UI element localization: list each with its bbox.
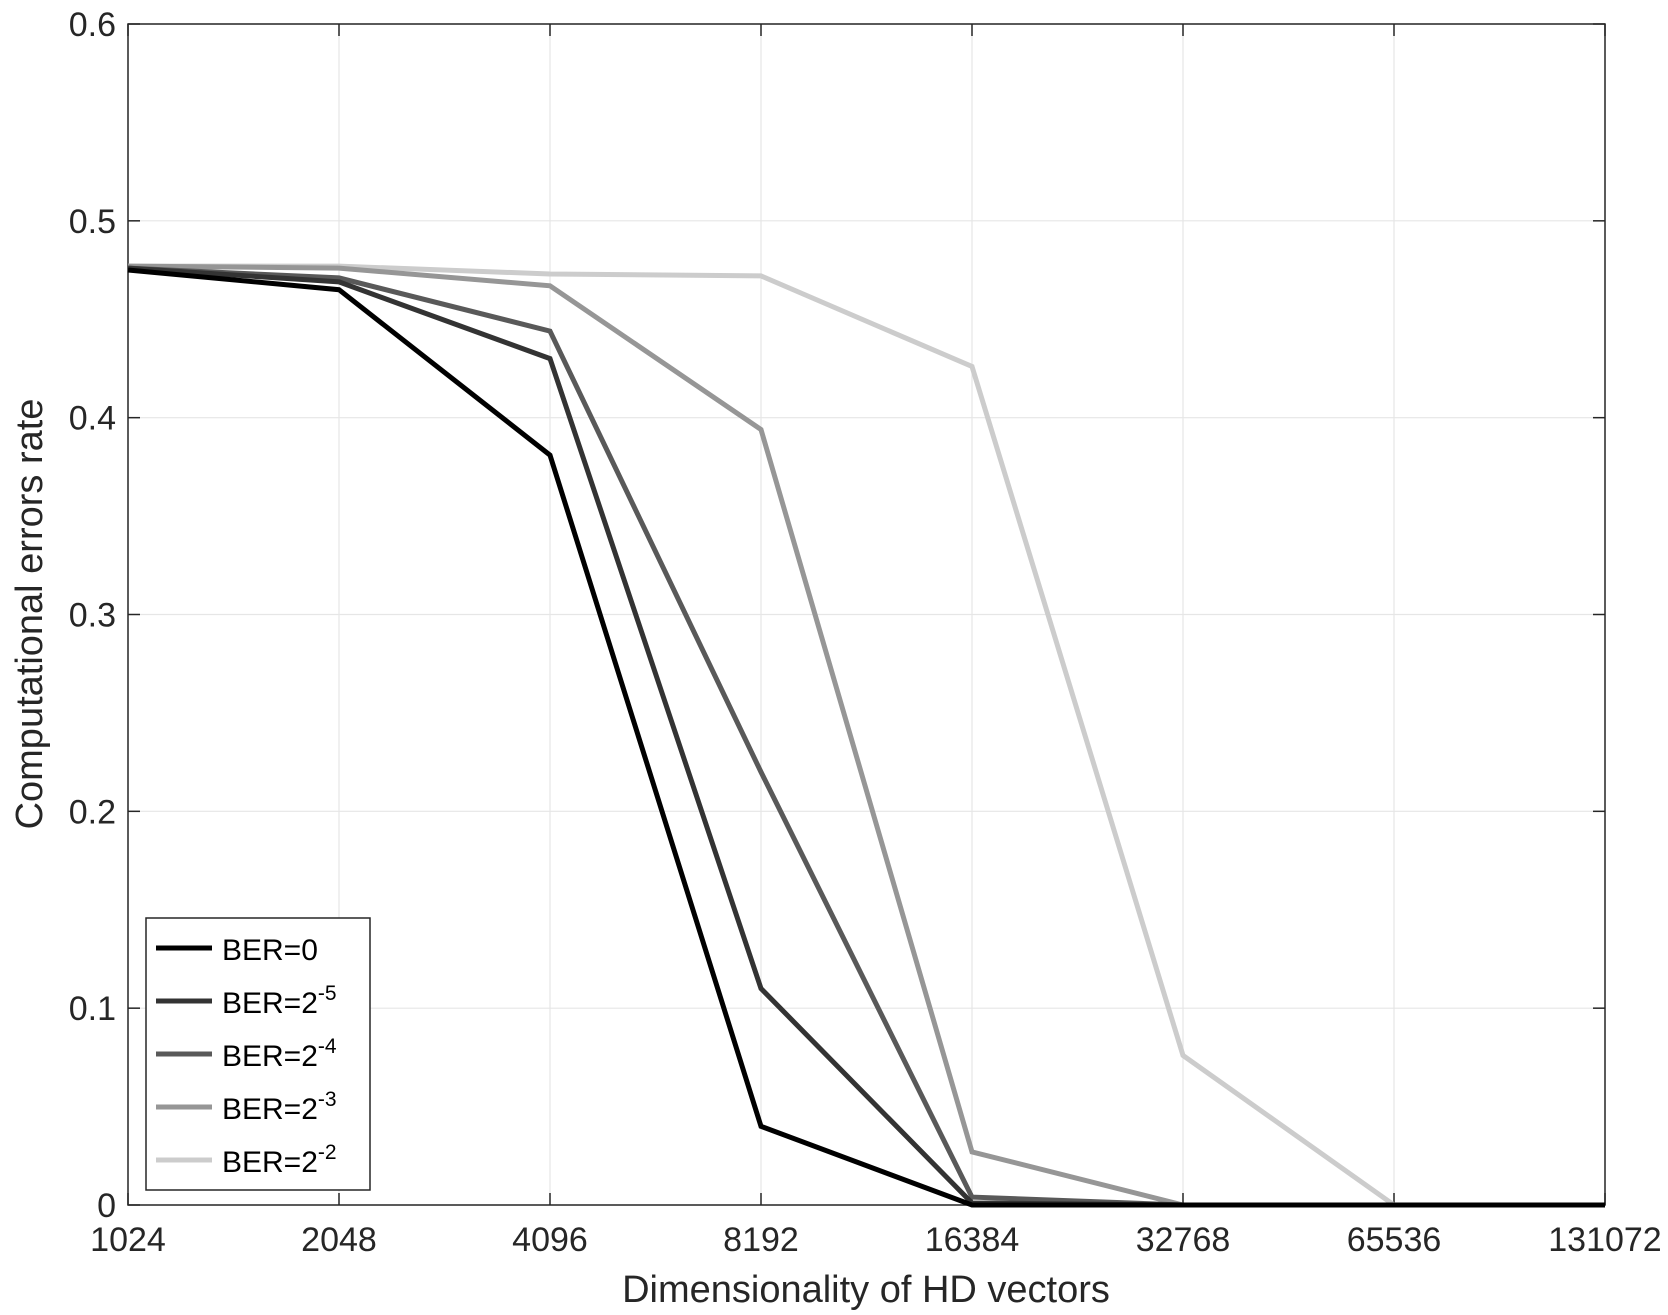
x-tick-label: 65536	[1347, 1221, 1442, 1259]
x-tick-label: 131072	[1548, 1221, 1661, 1259]
legend-label: BER=2-4	[222, 1035, 337, 1073]
legend-label-exponent: -3	[318, 1088, 337, 1111]
legend-label-base: BER=2	[222, 1093, 318, 1126]
x-tick-label: 1024	[90, 1221, 166, 1259]
y-tick-label: 0	[97, 1187, 116, 1225]
legend-label: BER=2-3	[222, 1088, 337, 1126]
y-tick-label: 0.1	[69, 990, 116, 1028]
x-tick-label: 32768	[1136, 1221, 1231, 1259]
legend-label-base: BER=2	[222, 1146, 318, 1179]
x-axis-label: Dimensionality of HD vectors	[622, 1269, 1110, 1311]
x-tick-label: 16384	[925, 1221, 1020, 1259]
legend-label: BER=0	[222, 934, 318, 967]
legend-label: BER=2-5	[222, 982, 337, 1020]
x-tick-label: 8192	[723, 1221, 799, 1259]
x-tick-label: 2048	[301, 1221, 377, 1259]
y-tick-label: 0.2	[69, 793, 116, 831]
axis-ticks: 1024 2048 4096 8192 16384 32768 65536 131072 0 0.…	[69, 6, 1662, 1259]
series-line	[128, 263, 1605, 1208]
series-lines	[127, 263, 1605, 1208]
y-tick-label: 0.3	[69, 597, 116, 635]
series-line	[127, 267, 1605, 1208]
legend-label-exponent: -2	[318, 1141, 337, 1164]
legend-label-exponent: -5	[318, 982, 337, 1005]
y-tick-label: 0.5	[69, 203, 116, 241]
y-axis-label: Computational errors rate	[9, 399, 51, 830]
x-tick-label: 4096	[512, 1221, 588, 1259]
legend-label-base: BER=2	[222, 987, 318, 1020]
y-tick-label: 0.6	[69, 6, 116, 44]
y-tick-label: 0.4	[69, 400, 116, 438]
legend-label-base: BER=2	[222, 1040, 318, 1073]
legend-label-exponent: -4	[318, 1035, 337, 1058]
legend-label: BER=2-2	[222, 1141, 337, 1179]
